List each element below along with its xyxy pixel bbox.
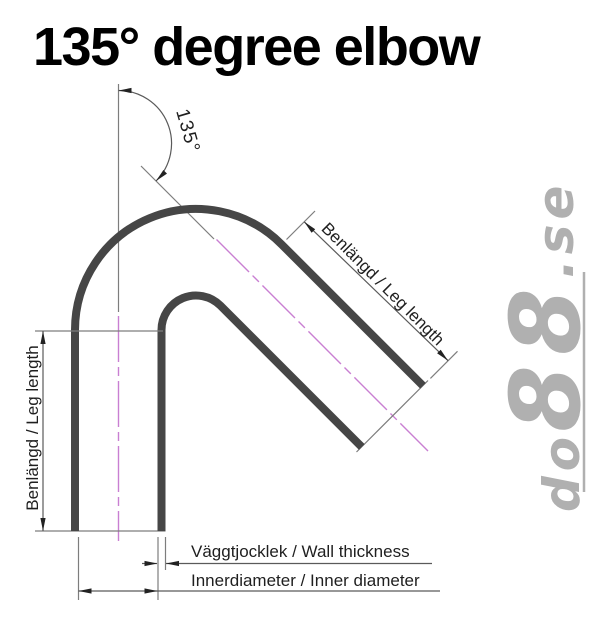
angle-extension-line-diagonal [140, 165, 215, 240]
diagonal-extension-line-upper [286, 210, 316, 240]
angle-arc [118, 89, 173, 182]
watermark-suffix: .se [527, 181, 585, 279]
left-leg-dimension: Benlängd / Leg length [23, 330, 163, 532]
diagonal-arrow-upper [304, 221, 316, 233]
wall-arrow-right [166, 560, 179, 567]
inner-arrow-left [78, 588, 92, 594]
page-title: 135° degree elbow [33, 17, 482, 77]
elbow-pipe [71, 204, 426, 531]
pipe-inner-wall [157, 291, 365, 531]
inner-diameter-dimension: Innerdiameter / Inner diameter [77, 537, 440, 600]
wall-thickness-label: Väggtjocklek / Wall thickness [191, 542, 410, 561]
watermark-number: 88 [490, 278, 600, 432]
wall-arrow-left [144, 560, 158, 567]
do88-watermark: do88.se [490, 181, 600, 512]
angle-arrow-top [118, 87, 132, 94]
inner-diameter-label: Innerdiameter / Inner diameter [191, 571, 420, 590]
pipe-diagonal-end-face [356, 380, 429, 453]
diagonal-dimension-line [303, 221, 449, 362]
left-arrow-bottom [40, 518, 46, 531]
wall-thickness-dimension: Väggtjocklek / Wall thickness [142, 537, 432, 600]
watermark-prefix: do [533, 432, 591, 512]
angle-arrow-bottom [156, 170, 167, 181]
diagonal-extension-line-lower [429, 350, 458, 379]
watermark-text: do88.se [490, 181, 600, 512]
pipe-outer-wall [71, 204, 426, 531]
left-arrow-top [40, 331, 46, 344]
left-leg-length-label: Benlängd / Leg length [23, 345, 42, 510]
inner-arrow-right [144, 588, 158, 594]
diagonal-arrow-lower [437, 349, 449, 361]
